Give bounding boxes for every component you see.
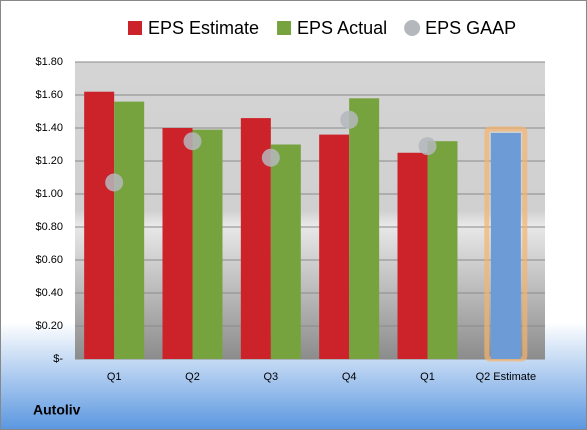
x-tick-label: Q2 Estimate	[476, 371, 537, 383]
y-tick-label: $1.40	[35, 122, 63, 134]
gaap-point	[183, 132, 202, 151]
legend-label: EPS Estimate	[148, 18, 259, 38]
bar	[427, 141, 458, 359]
x-tick-label: Q1	[420, 371, 435, 383]
chart-title: Autoliv	[33, 402, 81, 418]
y-tick-label: $-	[53, 353, 63, 365]
bar	[270, 144, 301, 359]
bar	[319, 134, 350, 359]
y-tick-label: $1.60	[35, 89, 63, 101]
y-tick-label: $0.80	[35, 221, 63, 233]
legend-label: EPS Actual	[297, 18, 387, 38]
y-tick-label: $0.40	[35, 287, 63, 299]
bar	[397, 152, 428, 359]
bar	[192, 129, 223, 359]
bar	[490, 132, 521, 359]
legend-marker	[128, 21, 142, 35]
x-tick-label: Q2	[185, 371, 200, 383]
y-tick-label: $1.00	[35, 188, 63, 200]
x-tick-label: Q3	[263, 371, 278, 383]
y-tick-label: $0.60	[35, 254, 63, 266]
bar	[84, 91, 115, 359]
gaap-point	[105, 173, 124, 192]
y-tick-label: $0.20	[35, 320, 63, 332]
legend-marker	[277, 21, 292, 35]
gaap-point	[418, 137, 437, 156]
y-tick-label: $1.20	[35, 155, 63, 167]
gaap-point	[261, 148, 280, 167]
bar	[114, 101, 145, 359]
x-tick-label: Q4	[342, 371, 357, 383]
legend-marker	[404, 20, 421, 36]
gaap-point	[340, 110, 359, 129]
y-tick-label: $1.80	[35, 56, 63, 68]
bar	[162, 128, 193, 359]
plot-area	[75, 62, 545, 359]
legend-label: EPS GAAP	[425, 18, 516, 38]
bar	[349, 98, 380, 360]
x-tick-label: Q1	[107, 371, 122, 383]
